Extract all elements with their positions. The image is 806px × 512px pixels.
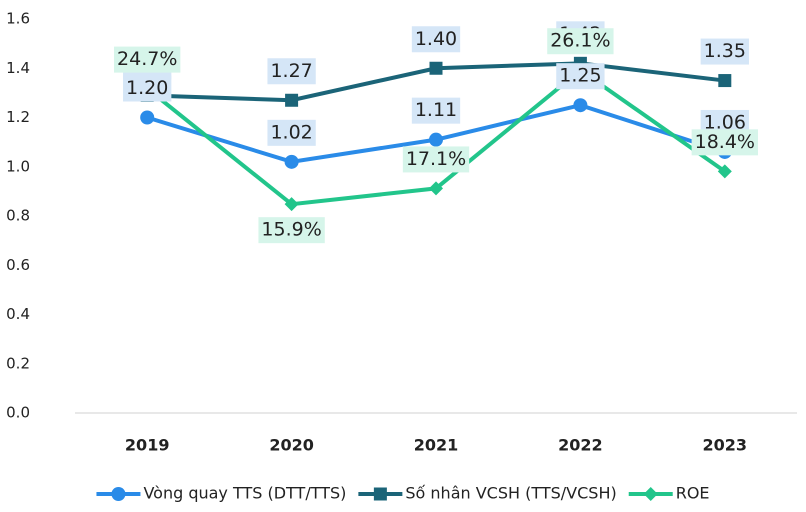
legend-label: ROE — [676, 484, 710, 503]
data-label: 15.9% — [258, 217, 325, 244]
data-label-box — [691, 129, 758, 156]
data-label-text: 15.9% — [261, 219, 321, 241]
data-label-text: 18.4% — [695, 131, 755, 153]
data-label-box — [114, 46, 181, 73]
data-label: 24.7% — [114, 46, 181, 73]
marker — [718, 74, 732, 88]
marker — [717, 164, 732, 179]
data-label-text: 1.27 — [270, 60, 312, 82]
legend-label: Số nhân VCSH (TTS/VCSH) — [405, 484, 616, 503]
legend-label: Vòng quay TTS (DTT/TTS) — [143, 484, 346, 503]
marker — [284, 154, 299, 169]
data-label-text: 1.35 — [704, 40, 746, 62]
marker — [111, 487, 126, 501]
data-label-box — [411, 97, 461, 124]
data-label: 1.02 — [267, 119, 316, 146]
marker — [429, 132, 443, 147]
y-tick-label: 0.8 — [6, 207, 30, 225]
data-label: 1.20 — [123, 75, 172, 102]
x-tick-label: 2023 — [703, 436, 748, 455]
y-tick-label: 0.0 — [6, 404, 30, 422]
data-label: 1.25 — [556, 63, 605, 90]
data-label-text: 1.40 — [415, 28, 457, 50]
marker — [643, 487, 658, 501]
data-label: 26.1% — [547, 28, 614, 55]
y-tick-label: 0.6 — [6, 256, 30, 274]
marker — [373, 487, 387, 501]
data-label-box — [123, 75, 172, 102]
y-tick-label: 0.2 — [6, 354, 30, 372]
data-label-box — [267, 119, 316, 146]
data-label-text: 17.1% — [406, 148, 466, 170]
y-tick-label: 0.4 — [6, 305, 30, 323]
data-label-box — [547, 28, 614, 55]
legend: Vòng quay TTS (DTT/TTS) Số nhân VCSH (TTS… — [96, 484, 710, 503]
x-tick-label: 2019 — [125, 436, 170, 455]
y-tick-label: 1.2 — [6, 108, 30, 126]
marker — [284, 197, 299, 212]
data-label-box — [402, 146, 470, 173]
x-tick-label: 2020 — [269, 436, 314, 455]
data-label: 17.1% — [402, 146, 470, 173]
data-label-text: 26.1% — [550, 30, 610, 52]
data-label-text: 1.20 — [126, 77, 168, 99]
data-label-text: 1.11 — [415, 99, 457, 121]
x-tick-label: 2021 — [414, 436, 459, 455]
data-label: 1.27 — [267, 58, 316, 85]
data-label-box — [700, 38, 749, 65]
data-label-box — [411, 26, 461, 53]
marker — [285, 93, 299, 107]
data-label-box — [556, 63, 605, 90]
data-label-text: 1.06 — [704, 111, 746, 133]
marker — [573, 98, 588, 113]
data-label: 1.11 — [411, 97, 461, 124]
data-label-text: 24.7% — [117, 48, 177, 70]
y-tick-label: 1.6 — [6, 10, 30, 28]
marker — [429, 181, 443, 196]
data-label-box — [267, 58, 316, 85]
data-label-text: 1.02 — [270, 121, 312, 143]
data-label: 1.35 — [700, 38, 749, 65]
y-tick-label: 1.4 — [6, 59, 30, 77]
marker — [140, 110, 155, 125]
data-label: 18.4% — [691, 129, 758, 156]
data-label-box — [258, 217, 325, 244]
data-label: 1.40 — [411, 26, 461, 53]
y-tick-label: 1.0 — [6, 157, 30, 175]
data-label-text: 1.25 — [559, 65, 601, 87]
marker — [429, 61, 443, 75]
x-tick-label: 2022 — [558, 436, 603, 455]
